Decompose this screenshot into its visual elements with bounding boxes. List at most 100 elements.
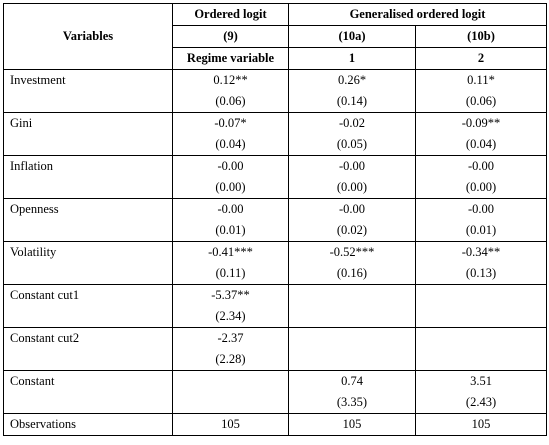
col-10a-standard-error: (0.05) bbox=[336, 137, 368, 151]
col-10b-standard-error: (0.00) bbox=[465, 180, 497, 194]
row-label: Openness bbox=[10, 202, 59, 216]
col-10a-cell bbox=[288, 327, 416, 371]
col-10b-coefficient: 3.51 bbox=[470, 374, 492, 388]
table-row: Constant cut1 -5.37** (2.34) bbox=[3, 284, 548, 328]
col-10a-standard-error: (0.14) bbox=[336, 94, 368, 108]
col-10a-coefficient: 0.74 bbox=[341, 374, 363, 388]
col-10b-cell: -0.00 (0.00) bbox=[414, 155, 548, 199]
col-10a-cell bbox=[288, 284, 416, 328]
col-9-coefficient: -0.41*** bbox=[208, 245, 253, 259]
row-label-cell: Gini bbox=[3, 112, 173, 156]
col-10a-standard-error: (0.16) bbox=[336, 266, 368, 280]
col-10b-cell: -0.34** (0.13) bbox=[414, 241, 548, 285]
col-10a-cell: -0.00 (0.00) bbox=[288, 155, 416, 199]
row-label-cell: Investment bbox=[3, 69, 173, 113]
col-10a-standard-error: (0.00) bbox=[336, 180, 368, 194]
col-10b-coefficient: -0.09** bbox=[461, 116, 501, 130]
observations-10a: 105 bbox=[288, 413, 416, 436]
col-9-coefficient: -0.07* bbox=[214, 116, 247, 130]
col-10a-cell: 0.74 (3.35) bbox=[288, 370, 416, 414]
col-10b-cell: -0.00 (0.01) bbox=[414, 198, 548, 242]
col-10b-cell: 3.51 (2.43) bbox=[414, 370, 548, 414]
table-row: Inflation -0.00 (0.00) -0.00 (0.00) -0.00 (0.0… bbox=[3, 155, 548, 199]
col-10b-cell: -0.09** (0.04) bbox=[414, 112, 548, 156]
col-10a-coefficient: -0.00 bbox=[338, 202, 366, 216]
col-10b-cell: 0.11* (0.06) bbox=[414, 69, 548, 113]
row-label-cell: Constant cut1 bbox=[3, 284, 173, 328]
col-10b-coefficient: -0.00 bbox=[467, 202, 495, 216]
col-10a-coefficient: -0.00 bbox=[338, 159, 366, 173]
observations-9: 105 bbox=[172, 413, 289, 436]
col-10b-cell bbox=[414, 327, 548, 371]
col-10a-coefficient: -0.52*** bbox=[329, 245, 375, 259]
col-9-coefficient: -0.00 bbox=[217, 159, 244, 173]
col-9-standard-error: (2.28) bbox=[215, 352, 246, 366]
col-10b-header: (10b) bbox=[414, 25, 548, 48]
col-9-coefficient: -5.37** bbox=[211, 288, 250, 302]
col-9-standard-error: (0.06) bbox=[215, 94, 246, 108]
variables-header: Variables bbox=[3, 3, 173, 70]
header-row-1: Variables Ordered logit Generalised orde… bbox=[3, 3, 548, 70]
observations-row: Observations 105 105 105 bbox=[3, 413, 548, 436]
col-9-standard-error: (0.01) bbox=[215, 223, 246, 237]
col-10a-standard-error: (0.02) bbox=[336, 223, 368, 237]
col-9-standard-error: (0.11) bbox=[215, 266, 246, 280]
col-9-header: (9) bbox=[172, 25, 289, 48]
observations-10b: 105 bbox=[414, 413, 548, 436]
col-10b-standard-error: (2.43) bbox=[465, 395, 497, 409]
ordered-logit-header: Ordered logit bbox=[172, 3, 289, 26]
col-10a-coefficient: 0.26* bbox=[337, 73, 367, 87]
col-9-cell bbox=[172, 370, 289, 414]
col-9-standard-error: (0.04) bbox=[215, 137, 246, 151]
col-9-cell: -5.37** (2.34) bbox=[172, 284, 289, 328]
col-10a-cell: 0.26* (0.14) bbox=[288, 69, 416, 113]
col-9-standard-error: (2.34) bbox=[215, 309, 246, 323]
row-label: Investment bbox=[10, 73, 66, 87]
col-10a-standard-error: (3.35) bbox=[336, 395, 368, 409]
row-label: Volatility bbox=[10, 245, 57, 259]
row-label: Constant bbox=[10, 374, 55, 388]
observations-label: Observations bbox=[3, 413, 173, 436]
col-9-coefficient: -2.37 bbox=[217, 331, 244, 345]
table-row: Volatility -0.41*** (0.11) -0.52*** (0.16) -0… bbox=[3, 241, 548, 285]
col-9-coefficient: 0.12** bbox=[213, 73, 248, 87]
table-row: Openness -0.00 (0.01) -0.00 (0.02) -0.00 (0.01… bbox=[3, 198, 548, 242]
col-9-cell: -0.00 (0.00) bbox=[172, 155, 289, 199]
row-label: Constant cut1 bbox=[10, 288, 80, 302]
col-10b-coefficient: -0.00 bbox=[467, 159, 495, 173]
row-label: Inflation bbox=[10, 159, 54, 173]
row-label-cell: Constant bbox=[3, 370, 173, 414]
col-9-coefficient: -0.00 bbox=[217, 202, 244, 216]
table-body: Investment 0.12** (0.06) 0.26* (0.14) 0.11* (0… bbox=[3, 69, 548, 414]
regime-variable-header: Regime variable bbox=[172, 47, 289, 70]
sub-1-header: 1 bbox=[288, 47, 416, 70]
col-10a-cell: -0.52*** (0.16) bbox=[288, 241, 416, 285]
table-row: Investment 0.12** (0.06) 0.26* (0.14) 0.11* (0… bbox=[3, 69, 548, 113]
col-9-cell: -0.00 (0.01) bbox=[172, 198, 289, 242]
regression-table: Variables Ordered logit Generalised orde… bbox=[3, 3, 548, 436]
col-9-cell: -2.37 (2.28) bbox=[172, 327, 289, 371]
col-10b-coefficient: -0.34** bbox=[461, 245, 501, 259]
col-10a-cell: -0.02 (0.05) bbox=[288, 112, 416, 156]
col-10a-coefficient: -0.02 bbox=[338, 116, 366, 130]
table-row: Gini -0.07* (0.04) -0.02 (0.05) -0.09** (0.04) bbox=[3, 112, 548, 156]
col-10a-header: (10a) bbox=[288, 25, 416, 48]
col-9-cell: 0.12** (0.06) bbox=[172, 69, 289, 113]
col-10b-cell bbox=[414, 284, 548, 328]
col-9-standard-error: (0.00) bbox=[215, 180, 246, 194]
sub-2-header: 2 bbox=[414, 47, 548, 70]
row-label-cell: Openness bbox=[3, 198, 173, 242]
col-10b-coefficient: 0.11* bbox=[467, 73, 495, 87]
col-9-cell: -0.41*** (0.11) bbox=[172, 241, 289, 285]
row-label: Constant cut2 bbox=[10, 331, 80, 345]
col-10a-cell: -0.00 (0.02) bbox=[288, 198, 416, 242]
table-row: Constant 0.74 (3.35) 3.51 (2.43) bbox=[3, 370, 548, 414]
table-row: Constant cut2 -2.37 (2.28) bbox=[3, 327, 548, 371]
row-label-cell: Volatility bbox=[3, 241, 173, 285]
generalised-ordered-logit-header: Generalised ordered logit bbox=[287, 3, 548, 26]
row-label-cell: Inflation bbox=[3, 155, 173, 199]
col-10b-standard-error: (0.04) bbox=[465, 137, 497, 151]
row-label: Gini bbox=[10, 116, 33, 130]
col-10b-standard-error: (0.13) bbox=[465, 266, 497, 280]
col-9-cell: -0.07* (0.04) bbox=[172, 112, 289, 156]
